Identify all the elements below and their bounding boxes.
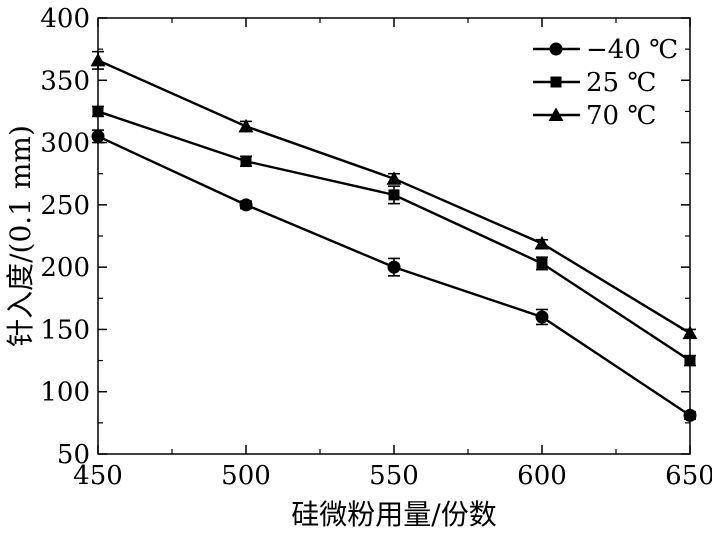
data-point — [536, 257, 548, 269]
legend: −40 ℃25 ℃70 ℃ — [533, 35, 678, 131]
legend-marker — [549, 42, 563, 56]
y-axis: 50 100 150 200 250 300 350 400 — [40, 4, 690, 470]
data-point — [386, 171, 402, 185]
x-axis: 450 500 550 600 650 — [73, 18, 712, 491]
legend-label: 25 ℃ — [586, 68, 656, 98]
y-tick-label: 250 — [40, 191, 90, 221]
x-tick-label: 600 — [517, 461, 567, 491]
legend-item: −40 ℃ — [533, 35, 678, 65]
data-point — [684, 355, 696, 367]
legend-item: 70 ℃ — [533, 101, 656, 131]
y-tick-label: 100 — [40, 378, 90, 408]
data-point — [387, 260, 401, 274]
y-tick-label: 300 — [40, 129, 90, 159]
y-tick-label: 50 — [57, 440, 90, 470]
data-point — [535, 310, 549, 324]
data-point — [682, 325, 698, 340]
data-point — [91, 129, 105, 143]
y-tick-label: 400 — [40, 4, 90, 34]
data-point — [534, 235, 550, 250]
data-point — [239, 198, 253, 212]
legend-item: 25 ℃ — [533, 68, 656, 98]
legend-label: 70 ℃ — [586, 101, 656, 131]
series-square — [92, 105, 696, 367]
x-axis-title: 硅微粉用量/份数 — [291, 498, 496, 531]
y-axis-title: 针入度/(0.1 mm) — [4, 125, 37, 347]
data-point — [240, 155, 252, 167]
series-circle — [91, 129, 697, 422]
legend-marker — [550, 76, 562, 88]
data-point — [92, 105, 104, 117]
x-tick-label: 500 — [221, 461, 271, 491]
series-layer — [90, 50, 698, 422]
data-point — [90, 52, 106, 67]
legend-marker — [548, 107, 564, 121]
x-tick-label: 550 — [369, 461, 419, 491]
y-tick-label: 350 — [40, 66, 90, 96]
data-point — [388, 189, 400, 201]
legend-label: −40 ℃ — [586, 35, 678, 65]
series-line — [97, 110, 691, 362]
x-tick-label: 450 — [73, 461, 123, 491]
data-point — [238, 118, 254, 133]
x-tick-label: 650 — [665, 461, 712, 491]
y-tick-label: 200 — [40, 253, 90, 283]
y-tick-label: 150 — [40, 315, 90, 345]
data-point — [683, 408, 697, 422]
series-triangle — [90, 50, 698, 340]
